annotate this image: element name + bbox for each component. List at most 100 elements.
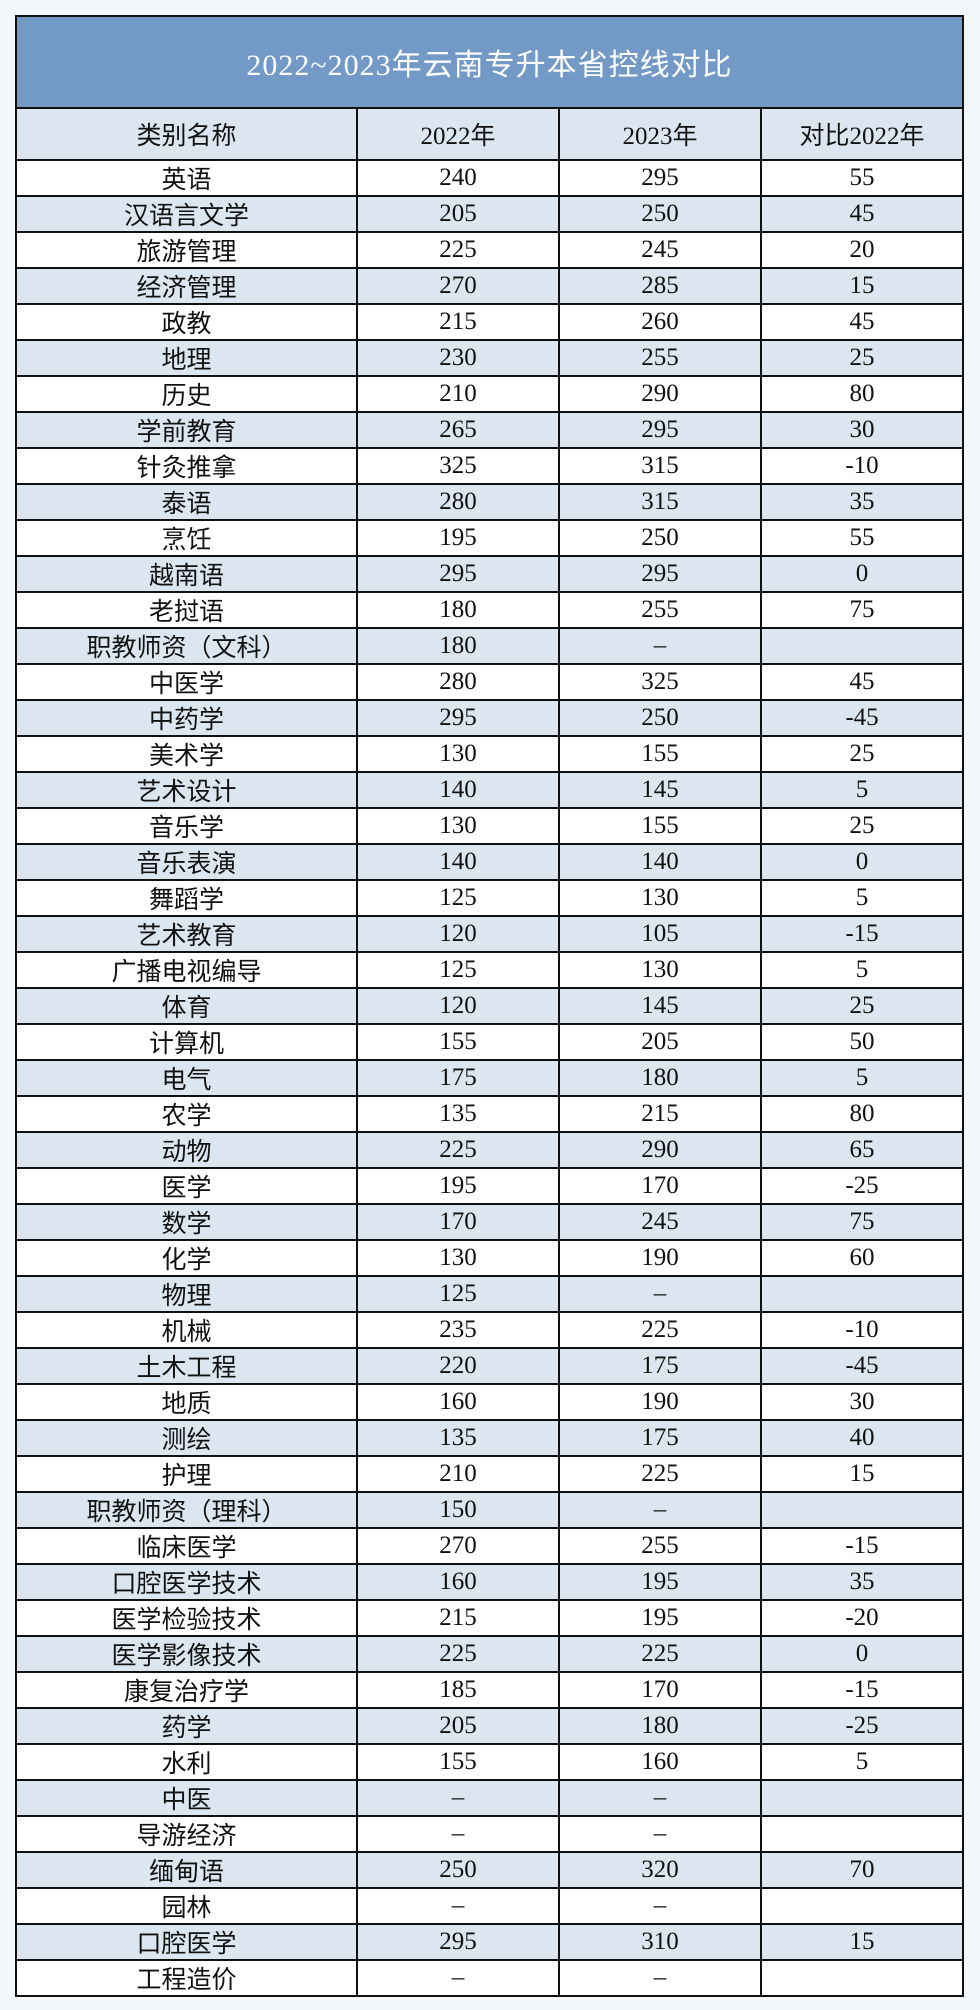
score-2023-cell: –	[560, 1961, 762, 1995]
score-2022-cell: 325	[358, 449, 560, 483]
score-2023-cell: 195	[560, 1565, 762, 1599]
diff-cell: 80	[849, 1100, 875, 1127]
score-2023-cell: 250	[560, 701, 762, 735]
diff-cell: -15	[845, 1676, 879, 1703]
table-row: 中医学 280 325 45	[17, 665, 962, 701]
category-cell: 康复治疗学	[17, 1673, 358, 1707]
score-2022-cell: 160	[358, 1385, 560, 1419]
diff-cell: 65	[849, 1136, 875, 1163]
table-row: 机械 235 225 -10	[17, 1313, 962, 1349]
diff-cell	[762, 1781, 962, 1815]
header-diff: 对比2022年	[799, 123, 925, 150]
score-2022-cell: 125	[358, 881, 560, 915]
category-cell: 计算机	[17, 1025, 358, 1059]
diff-cell: 25	[849, 812, 875, 839]
diff-cell: -25	[845, 1172, 879, 1199]
score-2023-cell: 175	[560, 1421, 762, 1455]
score-2022-cell: 295	[358, 557, 560, 591]
score-2022-cell: 175	[358, 1061, 560, 1095]
diff-cell: 15	[849, 1460, 875, 1487]
table-row: 测绘 135 175 40	[17, 1421, 962, 1457]
category-cell: 护理	[17, 1457, 358, 1491]
score-2022-cell: 140	[358, 773, 560, 807]
category-cell: 口腔医学技术	[17, 1565, 358, 1599]
header-2023: 2023年	[560, 109, 762, 159]
score-2023-cell: 290	[560, 1133, 762, 1167]
category-cell: 汉语言文学	[17, 197, 358, 231]
header-2022: 2022年	[358, 109, 560, 159]
diff-cell: 35	[849, 1568, 875, 1595]
table-row: 艺术教育 120 105 -15	[17, 917, 962, 953]
table-row: 医学影像技术 225 225 0	[17, 1637, 962, 1673]
table-row: 化学 130 190 60	[17, 1241, 962, 1277]
category-cell: 农学	[17, 1097, 358, 1131]
diff-cell: 60	[849, 1244, 875, 1271]
score-2023-cell: –	[560, 1277, 762, 1311]
score-2022-cell: 195	[358, 521, 560, 555]
table-row: 口腔医学 295 310 15	[17, 1925, 962, 1961]
category-cell: 音乐表演	[17, 845, 358, 879]
diff-cell: -10	[845, 1316, 879, 1343]
score-2023-cell: 195	[560, 1601, 762, 1635]
diff-cell: 45	[849, 200, 875, 227]
table-row: 缅甸语 250 320 70	[17, 1853, 962, 1889]
score-2022-cell: 280	[358, 485, 560, 519]
category-cell: 临床医学	[17, 1529, 358, 1563]
score-2022-cell: 235	[358, 1313, 560, 1347]
score-2022-cell: –	[358, 1889, 560, 1923]
table-row: 政教 215 260 45	[17, 305, 962, 341]
score-2023-cell: 255	[560, 1529, 762, 1563]
score-2022-cell: 170	[358, 1205, 560, 1239]
score-2022-cell: –	[358, 1817, 560, 1851]
score-2023-cell: 160	[560, 1745, 762, 1779]
category-cell: 学前教育	[17, 413, 358, 447]
score-2023-cell: 325	[560, 665, 762, 699]
score-2022-cell: 225	[358, 1133, 560, 1167]
table-row: 音乐表演 140 140 0	[17, 845, 962, 881]
score-2023-cell: 105	[560, 917, 762, 951]
diff-cell: -45	[845, 1352, 879, 1379]
category-cell: 烹饪	[17, 521, 358, 555]
score-2022-cell: 230	[358, 341, 560, 375]
score-2023-cell: 190	[560, 1385, 762, 1419]
diff-cell: 50	[849, 1028, 875, 1055]
table-row: 园林 – –	[17, 1889, 962, 1925]
score-2023-cell: 250	[560, 197, 762, 231]
score-2022-cell: 205	[358, 1709, 560, 1743]
diff-cell: 25	[849, 344, 875, 371]
table-row: 护理 210 225 15	[17, 1457, 962, 1493]
diff-cell: -15	[845, 1532, 879, 1559]
table-row: 地理 230 255 25	[17, 341, 962, 377]
table-row: 烹饪 195 250 55	[17, 521, 962, 557]
table-row: 康复治疗学 185 170 -15	[17, 1673, 962, 1709]
category-cell: 数学	[17, 1205, 358, 1239]
table-row: 农学 135 215 80	[17, 1097, 962, 1133]
score-2023-cell: 250	[560, 521, 762, 555]
category-cell: 工程造价	[17, 1961, 358, 1995]
score-2023-cell: –	[560, 1817, 762, 1851]
table-row: 学前教育 265 295 30	[17, 413, 962, 449]
category-cell: 经济管理	[17, 269, 358, 303]
table-row: 计算机 155 205 50	[17, 1025, 962, 1061]
score-2022-cell: 295	[358, 1925, 560, 1959]
category-cell: 测绘	[17, 1421, 358, 1455]
score-2022-cell: 280	[358, 665, 560, 699]
table-header: 类别名称 2022年 2023年 对比2022年	[17, 109, 962, 161]
diff-cell: 25	[849, 740, 875, 767]
diff-cell: 5	[855, 776, 869, 803]
score-2023-cell: 130	[560, 953, 762, 987]
score-2023-cell: –	[560, 1781, 762, 1815]
diff-cell: 0	[855, 848, 869, 875]
score-2023-cell: 155	[560, 809, 762, 843]
table-row: 电气 175 180 5	[17, 1061, 962, 1097]
score-2023-cell: 170	[560, 1673, 762, 1707]
score-2022-cell: 265	[358, 413, 560, 447]
diff-cell: 15	[849, 272, 875, 299]
category-cell: 口腔医学	[17, 1925, 358, 1959]
diff-cell: 35	[849, 488, 875, 515]
diff-cell: 55	[849, 164, 875, 191]
score-2022-cell: 185	[358, 1673, 560, 1707]
score-2022-cell: 195	[358, 1169, 560, 1203]
diff-cell: 80	[849, 380, 875, 407]
score-2023-cell: 295	[560, 161, 762, 195]
